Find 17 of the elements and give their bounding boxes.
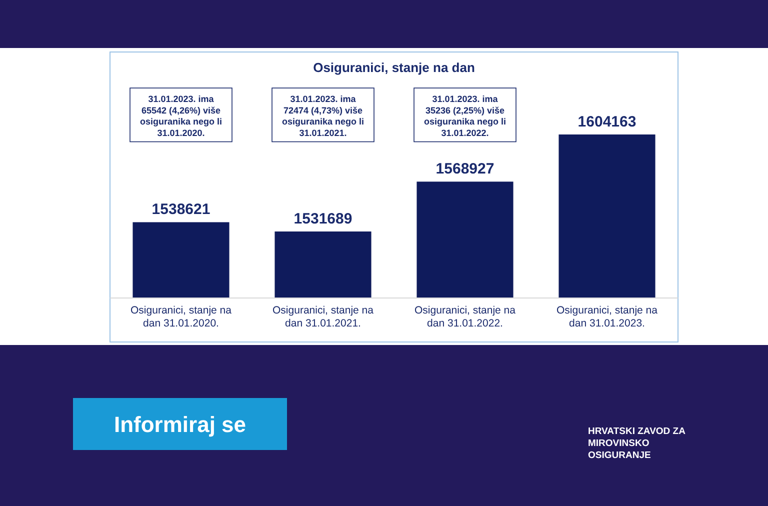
data-label: 1604163 <box>578 113 636 130</box>
annotation: 31.01.2023. ima 72474 (4,73%) više osiguranika nego li 31.01.2021. <box>282 94 364 138</box>
callout-box: 31.01.2023. ima 72474 (4,73%) više osiguranika nego li 31.01.2021. <box>272 88 374 142</box>
chart-title: Osiguranici, stanje na dan <box>313 60 475 75</box>
callout-box: 31.01.2023. ima 65542 (4,26%) više osiguranika nego li 31.01.2020. <box>130 88 232 142</box>
data-label: 1538621 <box>152 201 210 218</box>
data-label: 1568927 <box>436 160 494 178</box>
annotation: 31.01.2023. ima 65542 (4,26%) više osiguranika nego li 31.01.2020. <box>140 94 222 138</box>
annotation: 31.01.2023. ima 35236 (2,25%) više osiguranika nego li 31.01.2022. <box>424 94 506 138</box>
x-tick-label: Osiguranici, stanje na dan 31.01.2022. <box>414 304 516 330</box>
x-tick-label: Osiguranici, stanje na dan 31.01.2020. <box>130 304 232 330</box>
data-label: 1531689 <box>294 210 352 228</box>
x-tick-label: Osiguranici, stanje na dan 31.01.2021. <box>272 304 374 330</box>
text: HRVATSKI ZAVOD ZA MIROVINSKO OSIGURANJE <box>588 426 686 461</box>
callout-box: 31.01.2023. ima 35236 (2,25%) više osiguranika nego li 31.01.2022. <box>414 88 516 142</box>
x-tick-label: Osiguranici, stanje na dan 31.01.2023. <box>556 304 658 330</box>
text: Informiraj se <box>114 412 246 437</box>
